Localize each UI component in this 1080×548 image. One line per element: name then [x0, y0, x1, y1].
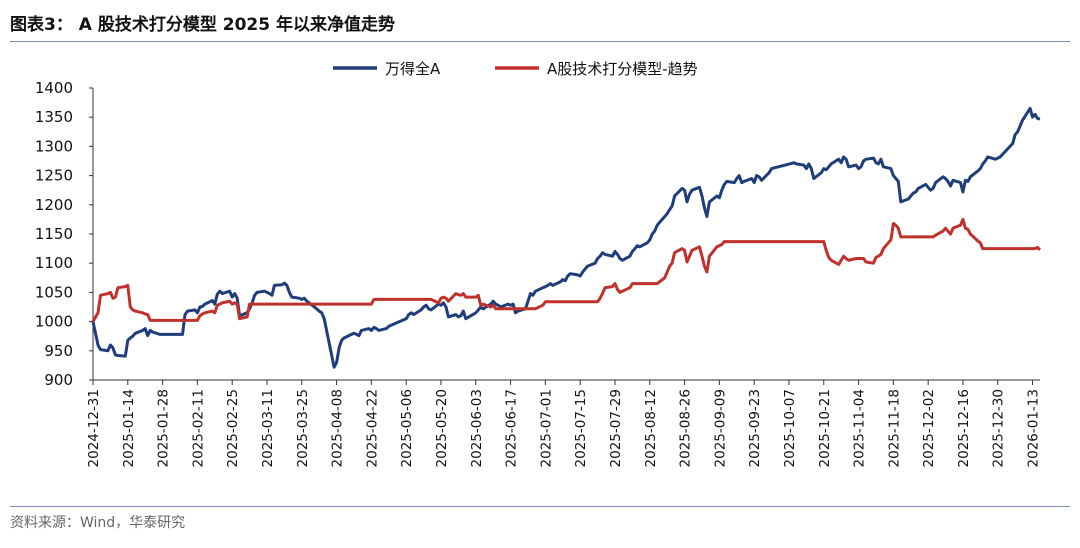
source-note: 资料来源：Wind，华泰研究 — [10, 515, 186, 531]
x-tick-label: 2024-12-31 — [86, 389, 102, 467]
x-tick-label: 2025-04-22 — [364, 389, 380, 467]
x-tick-label: 2025-02-11 — [190, 389, 206, 467]
x-tick-label: 2025-05-06 — [399, 389, 415, 467]
x-tick-label: 2025-01-14 — [121, 389, 137, 467]
y-tick-label: 900 — [44, 371, 73, 389]
x-tick-label: 2025-10-07 — [782, 389, 798, 467]
x-tick-label: 2025-12-02 — [921, 389, 937, 467]
figure-title: 图表3： A 股技术打分模型 2025 年以来净值走势 — [10, 15, 395, 35]
x-tick-label: 2025-12-30 — [991, 389, 1007, 467]
title-divider — [10, 41, 1070, 42]
y-tick-label: 1150 — [35, 225, 73, 243]
x-tick-label: 2025-07-01 — [538, 389, 554, 467]
chart-legend: 万得全A A股技术打分模型-趋势 — [333, 60, 698, 78]
x-tick-label: 2025-06-03 — [469, 389, 485, 467]
x-tick-label: 2025-07-15 — [573, 389, 589, 467]
x-tick-label: 2025-08-12 — [643, 389, 659, 467]
legend-label-1: 万得全A — [385, 60, 441, 78]
x-tick-label: 2025-07-29 — [608, 389, 624, 467]
x-tick-label: 2025-03-11 — [260, 389, 276, 467]
y-tick-label: 1000 — [35, 313, 73, 331]
x-tick-label: 2025-04-08 — [330, 389, 346, 467]
chart-series — [91, 106, 1042, 369]
x-tick-label: 2025-11-04 — [852, 389, 868, 467]
y-tick-label: 950 — [44, 342, 73, 360]
x-tick-label: 2025-08-26 — [678, 389, 694, 467]
y-tick-label: 1050 — [35, 283, 73, 301]
line-chart: 900 950 1000 1050 1100 1150 1200 1250 1300 1350 14… — [35, 60, 1042, 467]
source-divider — [10, 506, 1070, 507]
x-tick-label: 2025-01-28 — [156, 389, 172, 467]
series-line-2 — [91, 217, 1042, 323]
y-tick-label: 1400 — [35, 79, 73, 97]
chart-axes: 900 950 1000 1050 1100 1150 1200 1250 1300 1350 14… — [35, 79, 1042, 467]
x-tick-label: 2025-11-18 — [886, 389, 902, 467]
y-tick-label: 1300 — [35, 137, 73, 155]
y-tick-label: 1100 — [35, 254, 73, 272]
legend-label-2: A股技术打分模型-趋势 — [547, 60, 698, 78]
x-tick-label: 2025-12-16 — [956, 389, 972, 467]
y-tick-label: 1350 — [35, 108, 73, 126]
y-tick-label: 1250 — [35, 167, 73, 185]
series-line-1 — [91, 106, 1041, 369]
x-tick-label: 2025-02-25 — [225, 389, 241, 467]
y-tick-label: 1200 — [35, 196, 73, 214]
x-tick-label: 2025-05-20 — [434, 389, 450, 467]
x-tick-label: 2025-09-09 — [712, 389, 728, 467]
x-tick-label: 2025-06-17 — [504, 389, 520, 467]
x-tick-label: 2025-03-25 — [295, 389, 311, 467]
x-tick-label: 2025-09-23 — [747, 389, 763, 467]
x-tick-label: 2026-01-13 — [1026, 389, 1042, 467]
x-tick-label: 2025-10-21 — [817, 389, 833, 467]
